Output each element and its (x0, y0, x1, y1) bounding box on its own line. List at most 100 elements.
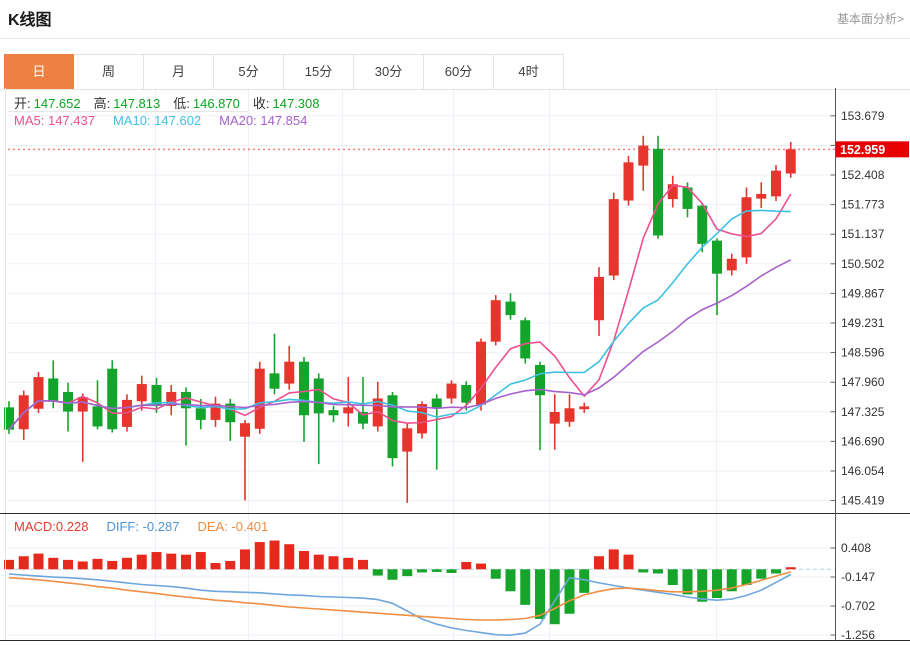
candles-layer (4, 135, 796, 503)
candle-body (535, 364, 545, 396)
macd-hist-bar (254, 542, 265, 570)
ma20-label: MA20: (219, 113, 257, 128)
candle-body (269, 373, 280, 389)
candle-body (771, 170, 781, 197)
macd-hist-bar (284, 544, 295, 570)
price-tick-label: 147.325 (841, 405, 885, 419)
low-value: 146.870 (192, 96, 240, 111)
macd-hist-bar (122, 557, 132, 570)
ohlc-info-row: 开: 147.652 高: 147.813 低: 146.870 收: 147.308 (14, 93, 320, 112)
candle-body (461, 384, 472, 403)
candle-body (92, 406, 103, 427)
macd-hist-bar (358, 559, 368, 570)
candle-body (63, 391, 73, 412)
macd-hist-bar (387, 569, 398, 580)
price-tick-label: 145.419 (841, 494, 885, 508)
close-label: 收: (252, 96, 270, 111)
macd-hist-bar (166, 553, 177, 570)
candle-body (77, 397, 88, 412)
macd-hist-bar (594, 556, 604, 570)
low-pair: 低: 146.870 (173, 93, 240, 112)
macd-hist-bar (697, 569, 708, 602)
macd-hist-bar (771, 569, 781, 574)
candle-body (195, 408, 206, 420)
candle-body (579, 406, 590, 410)
macd-hist-bar (667, 569, 678, 585)
price-tick-label: 152.408 (841, 168, 885, 182)
macd-hist-bar (623, 554, 634, 570)
macd-hist-bar (608, 549, 619, 570)
candle-body (623, 162, 634, 201)
macd-tick-label: 0.408 (841, 541, 871, 555)
candle-body (4, 407, 14, 430)
diff-label: DIFF: (106, 519, 139, 534)
macd-hist-bar (225, 560, 236, 570)
macd-hist-bar (653, 569, 663, 574)
page-title: K线图 (8, 12, 52, 29)
macd-value: 0.228 (55, 519, 89, 534)
macd-hist-bar (77, 561, 88, 570)
macd-hist-bar (756, 569, 767, 579)
candle-body (240, 423, 250, 437)
candle-body (520, 320, 531, 359)
macd-label: MACD: (14, 519, 56, 534)
ma5-pair: MA5: 147.437 (14, 113, 95, 128)
macd-hist-bar (372, 569, 383, 576)
price-tick-label: 151.137 (841, 227, 885, 241)
macd-hist-bar (535, 569, 545, 619)
macd-hist-bar (92, 558, 103, 570)
macd-hist-bar (33, 553, 44, 570)
price-tick-label: 149.867 (841, 286, 885, 300)
diff-pair: DIFF: -0.287 (106, 519, 179, 534)
candle-body (210, 403, 221, 420)
candle-body (446, 383, 457, 399)
candle-body (284, 361, 295, 384)
ma-lines-layer (8, 184, 792, 431)
axis-layer: 153.679 152.408 151.773 151.137 150.502 149.8… (0, 88, 910, 642)
candle-body (549, 411, 560, 424)
period-tab-6[interactable]: 60分 (424, 54, 494, 90)
header-divider (0, 38, 910, 39)
macd-hist-bar (136, 554, 147, 570)
macd-hist-bar (63, 559, 73, 570)
diff-value: -0.287 (142, 519, 180, 534)
ma5-line (8, 184, 792, 431)
macd-hist-bar (638, 569, 649, 573)
macd-hist-bar (461, 561, 472, 570)
macd-hist-bar (210, 563, 221, 570)
macd-hist-bar (402, 569, 413, 577)
price-tick-label: 147.960 (841, 375, 885, 389)
candle-body (299, 361, 309, 416)
macd-hist-bar (785, 567, 796, 570)
macd-hist-bar (313, 554, 324, 570)
close-pair: 收: 147.308 (253, 93, 320, 112)
diff-line (8, 573, 792, 637)
candle-body (756, 194, 767, 199)
macd-hist-bar (181, 554, 191, 570)
open-pair: 开: 147.652 (14, 93, 81, 112)
candle-body (476, 341, 486, 405)
candle-body (417, 404, 427, 434)
candle-body (682, 187, 693, 209)
candle-body (505, 301, 516, 316)
period-tab-5[interactable]: 30分 (354, 54, 424, 90)
low-label: 低: (173, 96, 190, 111)
candle-body (254, 368, 265, 429)
macd-tick-label: -1.256 (841, 628, 875, 642)
price-tick-label: 149.231 (841, 316, 885, 330)
high-pair: 高: 147.813 (94, 93, 161, 112)
open-value: 147.652 (33, 96, 81, 111)
period-tab-2[interactable]: 月 (144, 54, 214, 90)
period-tab-0[interactable]: 日 (4, 54, 74, 90)
macd-hist-bar (726, 569, 737, 592)
candle-body (225, 403, 236, 423)
macd-hist-bar (269, 540, 280, 570)
candle-body (741, 197, 752, 258)
ma10-pair: MA10: 147.602 (113, 113, 201, 128)
period-tab-3[interactable]: 5分 (214, 54, 284, 90)
fundamental-analysis-link[interactable]: 基本面分析> (836, 12, 904, 26)
macd-hist-bar (195, 552, 206, 570)
macd-info-row: MACD:0.228 DIFF: -0.287 DEA: -0.401 (14, 519, 268, 534)
